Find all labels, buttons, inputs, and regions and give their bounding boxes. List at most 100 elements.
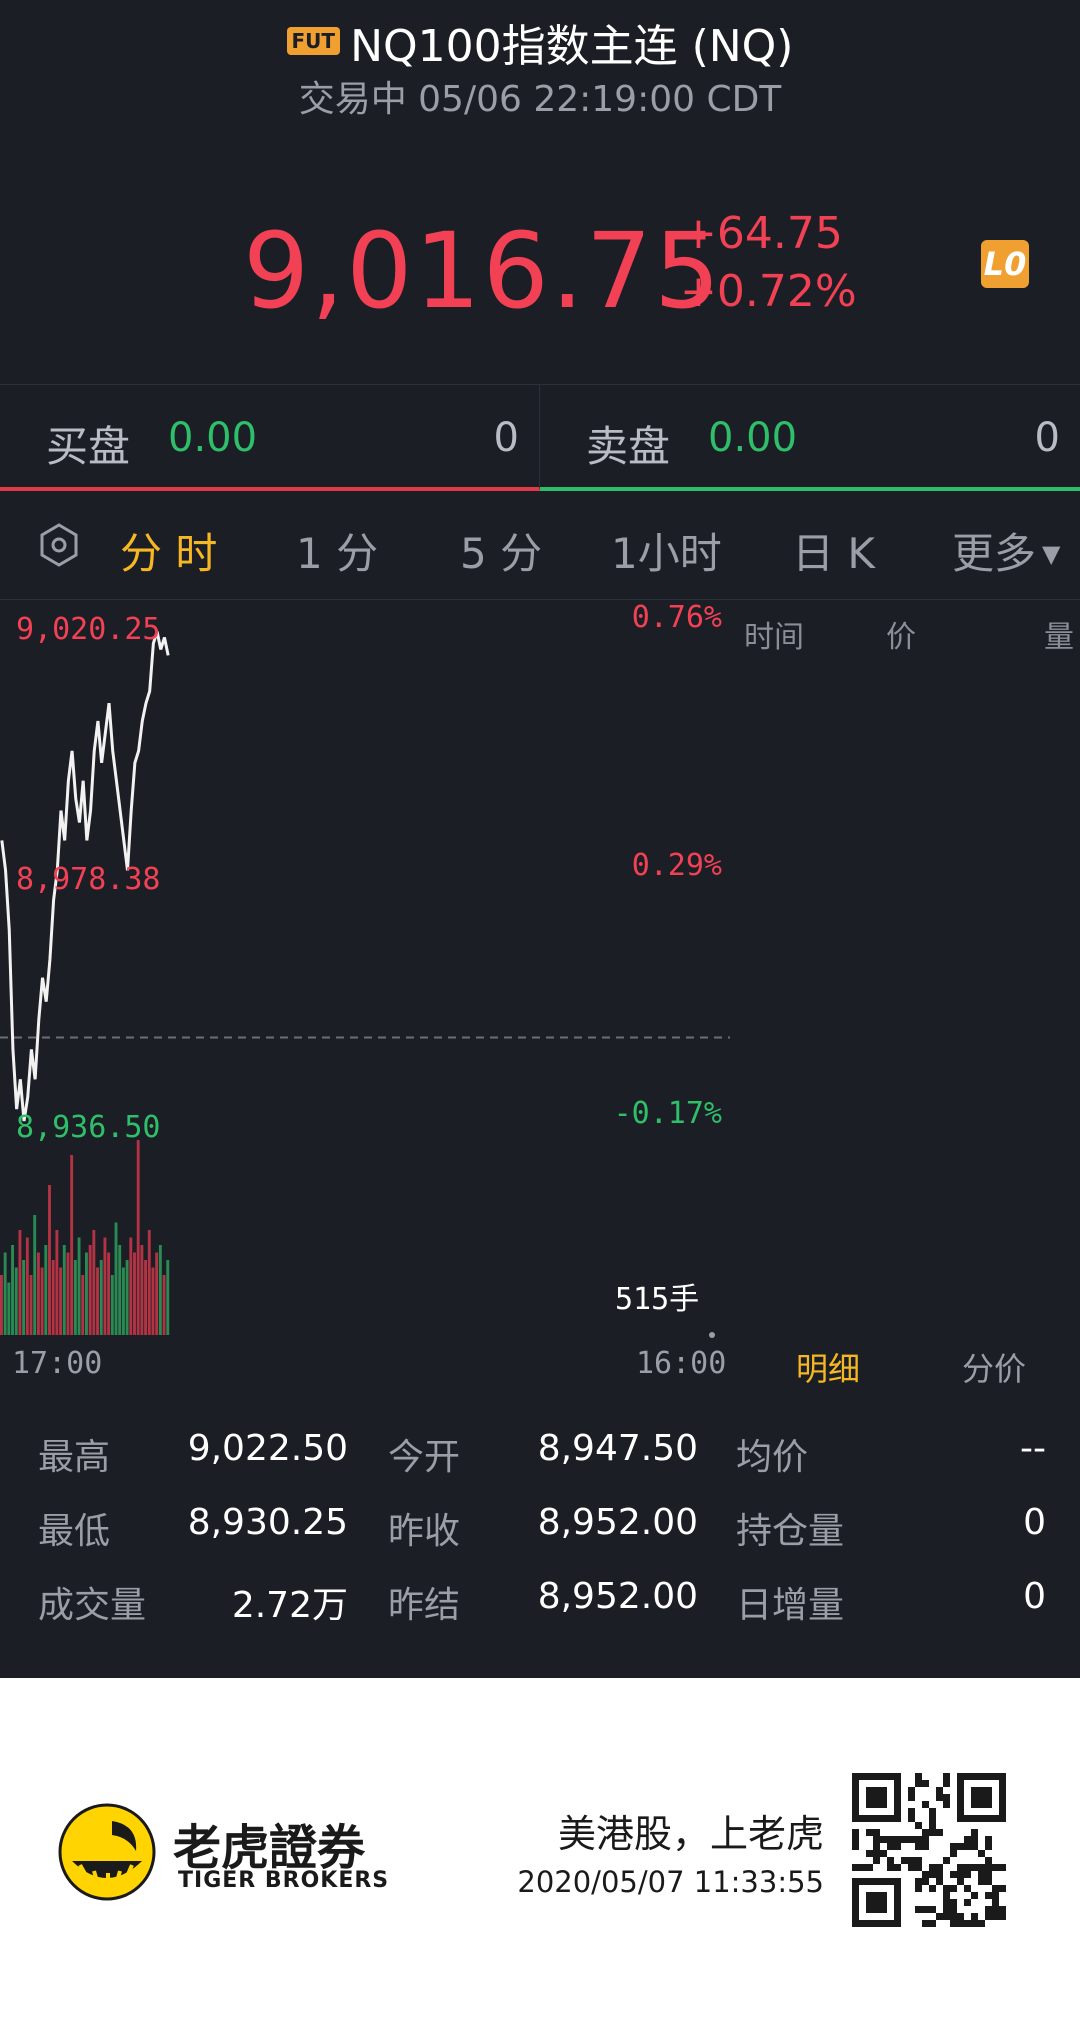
volume-bar [22, 1260, 26, 1335]
stat-prev-settle-value: 8,952.00 [537, 1576, 698, 1617]
tiger-logo-icon [58, 1803, 156, 1901]
volume-bar [0, 1275, 3, 1335]
stat-prev-settle-label: 昨结 [388, 1585, 461, 1626]
volume-bar [77, 1237, 81, 1335]
price-change: +64.75 [680, 208, 843, 259]
y-label-mid: 8,978.38 [16, 862, 161, 897]
col-price: 价 [886, 620, 916, 655]
stat-low-value: 8,930.25 [187, 1502, 348, 1543]
x-label-start: 17:00 [12, 1346, 103, 1381]
volume-bar [114, 1222, 118, 1335]
volume-bar [11, 1245, 14, 1335]
last-price: 9,016.75 [243, 210, 723, 332]
volume-bar [103, 1237, 107, 1335]
volume-bar [81, 1275, 85, 1335]
volume-bar [92, 1230, 96, 1335]
volume-bar [99, 1260, 103, 1335]
volume-bar [7, 1282, 11, 1335]
tab-5min[interactable]: 5 分 [460, 529, 543, 578]
stat-prev-close-label: 昨收 [388, 1511, 461, 1552]
volume-bar [14, 1267, 18, 1335]
chart-canvas [0, 631, 730, 1338]
header: FUT NQ100指数主连 (NQ) 交易中 05/06 22:19:00 CDT [0, 0, 1080, 120]
stat-open-interest-value: 0 [1023, 1502, 1046, 1543]
volume-bar [44, 1245, 48, 1335]
ask-label: 卖盘 [586, 422, 671, 471]
chart-settings-icon[interactable] [36, 522, 82, 568]
stat-high-value: 9,022.50 [187, 1428, 348, 1469]
intraday-chart[interactable]: 9,020.25 8,978.38 8,936.50 0.76% 0.29% -… [0, 600, 740, 1381]
volume-bar [18, 1230, 22, 1335]
volume-bar [136, 1140, 140, 1335]
level-badge[interactable]: L0 [981, 240, 1029, 288]
stat-oi-change-value: 0 [1023, 1576, 1046, 1617]
volume-bar [158, 1245, 162, 1335]
tab-intraday[interactable]: 分 时 [120, 529, 218, 578]
volume-bar [129, 1237, 133, 1335]
share-timestamp: 2020/05/07 11:33:55 [517, 1865, 824, 1899]
volume-bar [55, 1230, 59, 1335]
volume-bar [162, 1275, 166, 1335]
volume-bar [59, 1267, 63, 1335]
stat-open-value: 8,947.50 [537, 1428, 698, 1469]
qr-code-icon [852, 1773, 1006, 1927]
volume-bar [96, 1267, 99, 1335]
volume-bar [48, 1185, 51, 1335]
volume-bar [121, 1267, 125, 1335]
stat-volume-label: 成交量 [38, 1585, 147, 1626]
stat-oi-change-label: 日增量 [736, 1585, 845, 1626]
col-volume: 量 [1044, 620, 1074, 655]
chart-period-tabs: 分 时 1 分 5 分 1小时 日 K 更多 ▼ [0, 500, 1080, 600]
tab-detail[interactable]: 明细 [796, 1350, 861, 1388]
axis-end-dot [709, 1332, 715, 1338]
volume-bar [36, 1252, 40, 1335]
bid-label: 买盘 [46, 422, 131, 471]
tab-daily-k[interactable]: 日 K [792, 529, 875, 578]
volume-bar [155, 1252, 159, 1335]
tab-price-distribution[interactable]: 分价 [962, 1350, 1027, 1388]
share-footer: 老虎證券 TIGER BROKERS 美港股，上老虎 2020/05/07 11… [0, 1678, 1080, 2023]
stat-open-interest-label: 持仓量 [736, 1511, 845, 1552]
volume-bar [25, 1237, 29, 1335]
instrument-title: NQ100指数主连 (NQ) [350, 21, 794, 72]
volume-bar [166, 1260, 170, 1335]
stat-avg-label: 均价 [736, 1437, 809, 1478]
order-book: 买盘 0.00 0 卖盘 0.00 0 [0, 384, 1080, 491]
price-block: 9,016.75 +64.75 +0.72% L0 [0, 190, 1080, 332]
volume-bar [88, 1245, 92, 1335]
brand-name-cn: 老虎證券 [173, 1820, 366, 1876]
bid-price: 0.00 [168, 415, 258, 461]
trading-status: 交易中 05/06 22:19:00 CDT [298, 79, 782, 120]
tab-more[interactable]: 更多 ▼ [952, 520, 1060, 581]
volume-bar [125, 1260, 129, 1335]
volume-bar [107, 1252, 111, 1335]
volume-bar [51, 1260, 55, 1335]
tab-1min[interactable]: 1 分 [296, 529, 379, 578]
tab-more-label: 更多 [952, 529, 1037, 578]
volume-bar [140, 1245, 144, 1335]
ask-panel: 卖盘 0.00 0 [540, 385, 1080, 491]
bid-panel: 买盘 0.00 0 [0, 385, 540, 491]
volume-bar [66, 1252, 70, 1335]
volume-bar [85, 1252, 88, 1335]
stat-low-label: 最低 [38, 1511, 111, 1552]
volume-bar [40, 1267, 44, 1335]
volume-bar [33, 1215, 37, 1335]
x-label-end: 16:00 [636, 1346, 727, 1381]
futures-badge: FUT [286, 27, 341, 55]
tab-1hour[interactable]: 1小时 [611, 529, 722, 578]
volume-bar [3, 1252, 7, 1335]
volume-max-label: 515手 [615, 1282, 700, 1317]
stat-avg-value: -- [1020, 1428, 1046, 1469]
stat-open-label: 今开 [388, 1437, 461, 1478]
y-label-low: 8,936.50 [16, 1110, 161, 1145]
price-change-group: +64.75 +0.72% [680, 205, 857, 321]
ask-price: 0.00 [708, 415, 798, 461]
volume-bar [73, 1260, 77, 1335]
stat-prev-close-value: 8,952.00 [537, 1502, 698, 1543]
volume-bar [29, 1275, 33, 1335]
volume-bar [118, 1245, 122, 1335]
volume-bar [144, 1260, 148, 1335]
ask-quantity: 0 [1034, 415, 1060, 461]
volume-bar [70, 1155, 74, 1335]
